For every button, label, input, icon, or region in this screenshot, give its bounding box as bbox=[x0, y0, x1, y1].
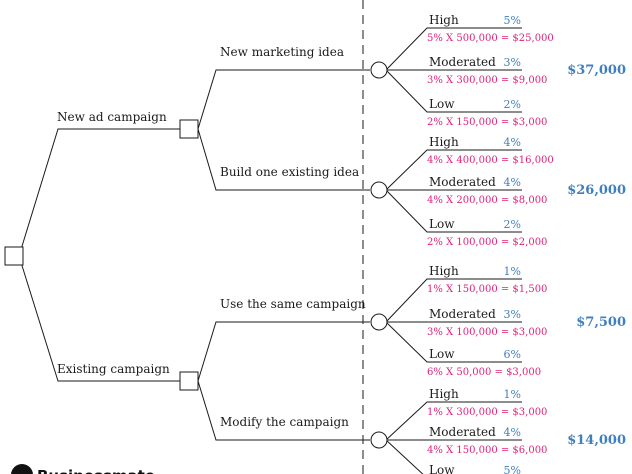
outcome-line bbox=[385, 439, 424, 474]
decision-node bbox=[179, 371, 199, 391]
option-label: Build one existing idea bbox=[220, 165, 359, 179]
outcome-line bbox=[385, 27, 522, 71]
outcome-label: High bbox=[429, 387, 459, 401]
outcome-calculation: 4% X 150,000 = $6,000 bbox=[427, 445, 547, 456]
outcome-probability: 2% bbox=[504, 98, 521, 111]
outcome-probability: 6% bbox=[504, 348, 521, 361]
outcome-label: Moderated bbox=[429, 307, 496, 321]
option-line bbox=[197, 321, 370, 382]
outcome-probability: 1% bbox=[504, 388, 521, 401]
option-line bbox=[197, 128, 370, 191]
chance-node bbox=[370, 431, 388, 449]
outcome-line bbox=[385, 401, 522, 441]
outcome-calculation: 4% X 200,000 = $8,000 bbox=[427, 195, 547, 206]
option-line bbox=[197, 69, 370, 130]
chance-node bbox=[370, 313, 388, 331]
outcome-probability: 4% bbox=[504, 176, 521, 189]
outcome-label: High bbox=[429, 264, 459, 278]
outcome-calculation: 1% X 300,000 = $3,000 bbox=[427, 407, 547, 418]
brand-logo-icon bbox=[11, 464, 33, 474]
outcome-label: Moderated bbox=[429, 425, 496, 439]
decision-node bbox=[179, 119, 199, 139]
outcome-label: Low bbox=[429, 217, 455, 231]
outcome-calculation: 2% X 150,000 = $3,000 bbox=[427, 117, 547, 128]
outcome-label: Low bbox=[429, 463, 455, 474]
root-decision-node bbox=[4, 246, 24, 266]
outcome-label: High bbox=[429, 13, 459, 27]
option-label: Use the same campaign bbox=[220, 297, 366, 311]
outcome-label: Moderated bbox=[429, 175, 496, 189]
chance-node bbox=[370, 181, 388, 199]
outcome-calculation: 6% X 50,000 = $3,000 bbox=[427, 367, 541, 378]
outcome-calculation: 3% X 300,000 = $9,000 bbox=[427, 75, 547, 86]
outcome-label: Moderated bbox=[429, 55, 496, 69]
outcome-probability: 4% bbox=[504, 426, 521, 439]
expected-value: $37,000 bbox=[567, 63, 626, 78]
outcome-label: Low bbox=[429, 97, 455, 111]
expected-value: $26,000 bbox=[567, 183, 626, 198]
expected-value: $7,500 bbox=[576, 315, 626, 330]
outcome-line bbox=[385, 321, 522, 363]
expected-value: $14,000 bbox=[567, 433, 626, 448]
brand-name: Businessmate bbox=[37, 467, 155, 474]
outcome-probability: 4% bbox=[504, 136, 521, 149]
outcome-probability: 3% bbox=[504, 308, 521, 321]
outcome-calculation: 3% X 100,000 = $3,000 bbox=[427, 327, 547, 338]
outcome-calculation: 2% X 100,000 = $2,000 bbox=[427, 237, 547, 248]
outcome-line bbox=[385, 189, 522, 233]
branch-label: New ad campaign bbox=[57, 110, 167, 124]
outcome-probability: 5% bbox=[504, 464, 521, 474]
branch-line bbox=[18, 128, 180, 257]
option-label: New marketing idea bbox=[220, 45, 344, 59]
outcome-calculation: 4% X 400,000 = $16,000 bbox=[427, 155, 554, 166]
outcome-label: High bbox=[429, 135, 459, 149]
outcome-line bbox=[385, 69, 522, 113]
chance-node bbox=[370, 61, 388, 79]
outcome-line bbox=[385, 278, 522, 323]
outcome-probability: 3% bbox=[504, 56, 521, 69]
option-label: Modify the campaign bbox=[220, 415, 349, 429]
option-line bbox=[197, 380, 370, 441]
outcome-probability: 1% bbox=[504, 265, 521, 278]
outcome-probability: 2% bbox=[504, 218, 521, 231]
outcome-probability: 5% bbox=[504, 14, 521, 27]
outcome-line bbox=[385, 149, 522, 191]
outcome-label: Low bbox=[429, 347, 455, 361]
outcome-calculation: 1% X 150,000 = $1,500 bbox=[427, 284, 547, 295]
branch-line bbox=[18, 255, 180, 382]
outcome-calculation: 5% X 500,000 = $25,000 bbox=[427, 33, 554, 44]
branch-label: Existing campaign bbox=[57, 362, 170, 376]
